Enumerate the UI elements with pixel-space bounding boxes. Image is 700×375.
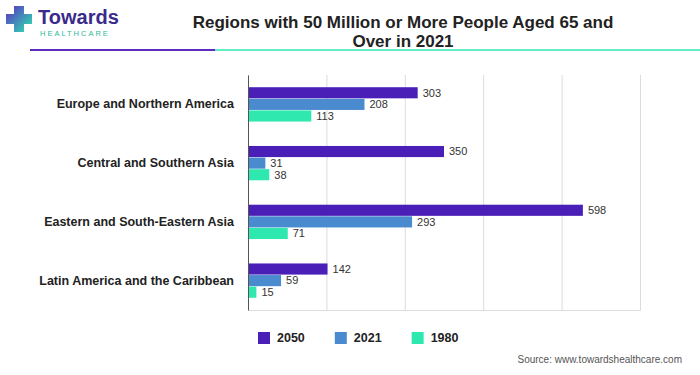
source: Source: www.towardshealthcare.com [517, 354, 682, 365]
data-label: 350 [449, 145, 467, 157]
y-tick: Eastern and South-Eastern Asia [44, 215, 235, 229]
x-tick [405, 75, 406, 310]
bar [248, 205, 583, 216]
x-axis-line [249, 75, 641, 311]
x-tick [562, 75, 563, 310]
x-tick [483, 75, 484, 310]
grid-line [483, 75, 484, 310]
grid-line [640, 75, 641, 310]
logo-icon [6, 6, 32, 32]
bar [248, 228, 288, 239]
data-labels: 303 350 598 142 208 31 293 59 113 38 71 15 [261, 87, 606, 298]
legend-swatch [258, 332, 270, 344]
data-label: 113 [316, 110, 334, 122]
x-axis [249, 75, 641, 311]
bar [248, 110, 311, 121]
bar [248, 216, 412, 227]
y-tick-label: Europe and Northern America [57, 97, 235, 111]
bar [248, 87, 418, 98]
title: Regions with 50 Million or More People A… [193, 13, 614, 51]
bar [248, 99, 364, 110]
data-label: 59 [286, 274, 298, 286]
y-axis: Europe and Northern America Central and S… [39, 76, 248, 311]
bar [248, 263, 328, 274]
x-tick [640, 75, 641, 310]
chart: TowardsHEALTHCARE Regions with 50 Million… [0, 0, 700, 375]
bars [248, 87, 583, 298]
grid-line [405, 75, 406, 310]
y-tick-label: Eastern and South-Eastern Asia [44, 215, 235, 229]
logo-tagline: HEALTHCARE [40, 29, 110, 38]
data-label: 142 [333, 263, 351, 275]
bar [248, 287, 256, 298]
bar [248, 275, 281, 286]
x-tick [248, 75, 249, 310]
y-tick: Europe and Northern America [57, 97, 235, 111]
bar [248, 146, 444, 157]
y-axis-line [248, 76, 249, 311]
bar [248, 169, 269, 180]
data-label: 38 [274, 169, 286, 181]
title-line: Regions with 50 Million or More People A… [193, 13, 614, 32]
data-label: 15 [261, 286, 273, 298]
header-rule [215, 49, 700, 51]
data-label: 208 [369, 98, 387, 110]
legend-label: 2050 [277, 331, 305, 345]
legend-swatch [335, 332, 347, 344]
y-tick: Central and Southern Asia [77, 156, 235, 170]
logo-name: Towards [38, 6, 119, 28]
legend-swatch [412, 332, 424, 344]
data-label: 71 [293, 227, 305, 239]
legend-label: 1980 [431, 331, 459, 345]
y-tick: Latin America and the Caribbean [39, 274, 234, 288]
data-label: 598 [588, 204, 606, 216]
y-tick-label: Latin America and the Caribbean [39, 274, 234, 288]
legend: 2050 2021 1980 [258, 331, 458, 345]
legend-label: 2021 [354, 331, 382, 345]
data-label: 31 [270, 157, 282, 169]
logo: TowardsHEALTHCARE [6, 6, 119, 38]
grid-line [248, 75, 249, 310]
y-tick-label: Central and Southern Asia [77, 156, 235, 170]
grid-line [562, 75, 563, 310]
title-line: Over in 2021 [352, 32, 453, 51]
data-label: 293 [417, 216, 435, 228]
bar [248, 158, 265, 169]
header-rule [30, 49, 215, 51]
data-label: 303 [423, 87, 441, 99]
